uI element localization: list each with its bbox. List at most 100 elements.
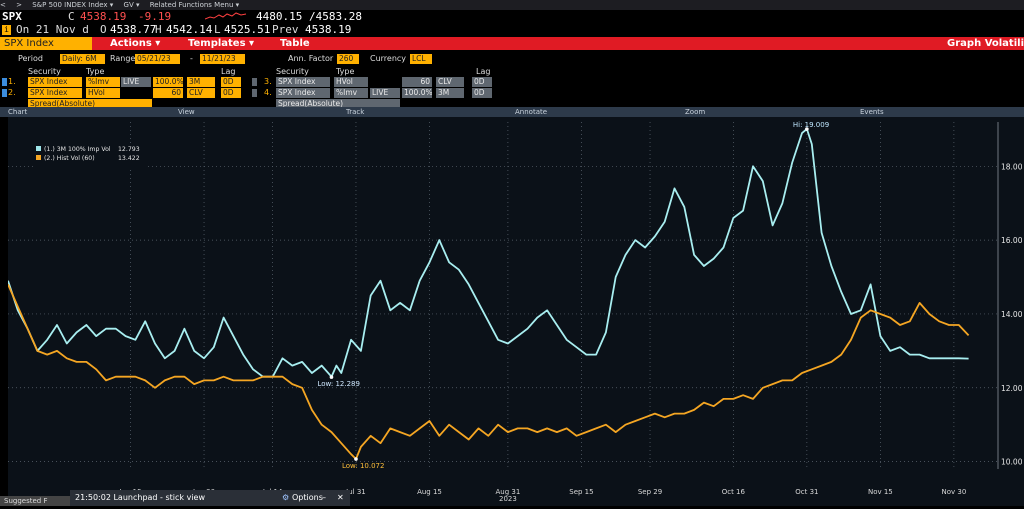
x-year-label: 2023 xyxy=(499,495,517,503)
chart-toolbar: Chart View Track Annotate Zoom Events xyxy=(0,107,1024,117)
type-field[interactable]: %Imv xyxy=(334,88,368,98)
row-spread[interactable]: Spread(Absolute) xyxy=(0,99,250,109)
currency-label: Currency xyxy=(370,54,407,63)
open-value: 4538.77 xyxy=(110,23,157,36)
security-field[interactable]: SPX Index xyxy=(276,88,330,98)
spread-field[interactable]: Spread(Absolute) xyxy=(28,99,152,109)
lag-field[interactable]: 0D xyxy=(221,88,241,98)
row-2[interactable]: 2. SPX Index HVol 60 CLV 0D xyxy=(0,88,250,98)
security-field[interactable]: SPX Index xyxy=(0,37,92,50)
x-tick-label: Oct 31 xyxy=(795,488,818,496)
window-field[interactable]: 60 xyxy=(153,88,183,98)
row-number: 1. xyxy=(8,77,16,86)
pct-field[interactable]: 100.0% xyxy=(402,88,432,98)
ticker: SPX xyxy=(2,10,22,23)
spread-field[interactable]: Spread(Absolute) xyxy=(276,99,400,109)
row-checkbox[interactable] xyxy=(252,78,257,86)
head-type-right: Type xyxy=(336,67,355,76)
x-tick-label: Aug 31 xyxy=(495,488,520,496)
row-spread-right[interactable]: Spread(Absolute) xyxy=(250,99,500,109)
x-tick-label: Aug 15 xyxy=(417,488,442,496)
legend-label: (1.) 3M 100% Imp Vol xyxy=(44,146,111,153)
gear-icon[interactable]: ⚙ xyxy=(282,493,290,502)
tenor-field[interactable]: 3M xyxy=(187,77,215,87)
security-field[interactable]: SPX Index xyxy=(28,77,82,87)
actions-menu[interactable]: Actions ▾ xyxy=(110,38,161,49)
legend-value: 13.422 xyxy=(118,155,140,162)
row-checkbox[interactable] xyxy=(2,89,7,97)
low-label: L xyxy=(214,23,221,36)
row-checkbox[interactable] xyxy=(252,89,257,97)
tenor-field[interactable]: 3M xyxy=(436,88,464,98)
annotation-label: Hi: 19.009 xyxy=(793,121,829,129)
last-price: 4538.19 xyxy=(80,10,127,23)
back-button[interactable]: < xyxy=(0,1,6,9)
range-start-field[interactable]: 05/21/23 xyxy=(135,54,180,64)
left-rows: 1. SPX Index %Imv LIVE 100.0% 3M 0D 2. S… xyxy=(0,77,250,110)
graph-title: Graph Volatili xyxy=(947,38,1024,49)
row-checkbox[interactable] xyxy=(2,78,7,86)
related-functions-menu[interactable]: Related Functions Menu ▾ xyxy=(149,1,240,9)
window-field[interactable]: 60 xyxy=(402,77,432,87)
date-line: On 21 Nov d xyxy=(16,23,89,36)
lag-field[interactable]: 0D xyxy=(221,77,241,87)
clv-field[interactable]: CLV xyxy=(436,77,464,87)
events-tab[interactable]: Events xyxy=(860,108,884,116)
chart-tab[interactable]: Chart xyxy=(8,108,28,116)
head-lag-left: Lag xyxy=(221,67,236,76)
live-field[interactable]: LIVE xyxy=(121,77,151,87)
currency-field[interactable]: LCL xyxy=(410,54,432,64)
security-menu[interactable]: S&P 500 INDEX Index ▾ xyxy=(32,1,114,9)
security-field[interactable]: SPX Index xyxy=(276,77,330,87)
table-button[interactable]: Table xyxy=(280,38,310,49)
annotate-tab[interactable]: Annotate xyxy=(515,108,548,116)
prev-value: 4538.19 xyxy=(305,23,352,36)
row-3[interactable]: 3. SPX Index HVol 60 CLV 0D xyxy=(250,77,500,87)
annotation-label: Low: 12.289 xyxy=(317,380,359,388)
forward-button[interactable]: > xyxy=(16,1,22,9)
y-tick-label: 14.00 xyxy=(1001,310,1023,319)
options-button[interactable]: Options xyxy=(292,493,323,502)
row-1[interactable]: 1. SPX Index %Imv LIVE 100.0% 3M 0D xyxy=(0,77,250,87)
y-tick-label: 12.00 xyxy=(1001,384,1023,393)
annotation-marker xyxy=(354,457,358,461)
period-label: Period xyxy=(18,54,43,63)
minimize-button[interactable]: – xyxy=(322,493,326,502)
range-end-field[interactable]: 11/21/23 xyxy=(200,54,245,64)
type-field[interactable]: HVol xyxy=(334,77,368,87)
type-field[interactable]: %Imv xyxy=(86,77,120,87)
quote-row-2: i On 21 Nov d O 4538.77 H 4542.14 L 4525… xyxy=(0,23,1024,37)
view-tab[interactable]: View xyxy=(178,108,195,116)
close-button[interactable]: ✕ xyxy=(337,493,344,502)
period-field[interactable]: Daily: 6M xyxy=(60,54,105,64)
head-security-left: Security xyxy=(28,67,61,76)
live-field[interactable]: LIVE xyxy=(370,88,400,98)
type-field[interactable]: HVol xyxy=(86,88,120,98)
row-4[interactable]: 4. SPX Index %Imv LIVE 100.0% 3M 0D xyxy=(250,88,500,98)
security-field[interactable]: SPX Index xyxy=(28,88,82,98)
info-icon[interactable]: i xyxy=(2,25,11,35)
ann-factor-label: Ann. Factor xyxy=(288,54,334,63)
track-tab[interactable]: Track xyxy=(346,108,365,116)
lag-field[interactable]: 0D xyxy=(472,77,492,87)
gv-menu[interactable]: GV ▾ xyxy=(123,1,140,9)
launchpad-title: 21:50:02 Launchpad - stick view xyxy=(75,493,205,502)
pct-field[interactable]: 100.0% xyxy=(153,77,183,87)
head-security-right: Security xyxy=(276,67,309,76)
right-rows: 3. SPX Index HVol 60 CLV 0D 4. SPX Index… xyxy=(250,77,500,110)
zoom-tab[interactable]: Zoom xyxy=(685,108,706,116)
close-label: C xyxy=(68,10,75,23)
legend-value: 12.793 xyxy=(118,146,140,153)
x-tick-label: Nov 15 xyxy=(868,488,893,496)
high-label: H xyxy=(155,23,162,36)
lag-field[interactable]: 0D xyxy=(472,88,492,98)
clv-field[interactable]: CLV xyxy=(187,88,215,98)
legend-box xyxy=(33,145,145,167)
launchpad-bar: 21:50:02 Launchpad - stick view ⚙ Option… xyxy=(70,490,350,506)
y-tick-label: 16.00 xyxy=(1001,236,1023,245)
ann-factor-field[interactable]: 260 xyxy=(337,54,359,64)
suggested-functions[interactable]: Suggested F xyxy=(0,496,70,506)
templates-menu[interactable]: Templates ▾ xyxy=(188,38,255,49)
